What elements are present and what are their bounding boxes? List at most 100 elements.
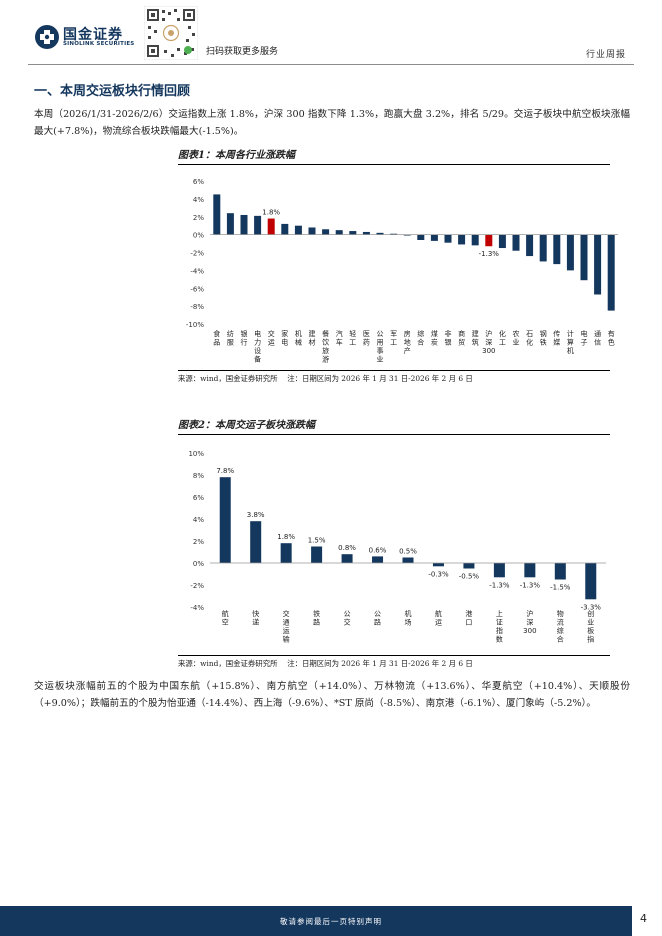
x-category-label: 建筑 (472, 329, 479, 347)
data-label: 3.8% (247, 511, 265, 519)
data-label: 1.8% (277, 533, 295, 541)
bar (372, 556, 384, 563)
bar (594, 234, 602, 295)
brand-name-en: SINOLINK SECURITIES (63, 41, 135, 47)
bar (432, 563, 444, 567)
bar (362, 231, 370, 235)
x-category-label: 建材 (309, 329, 316, 347)
x-category-label: 交运 (268, 329, 275, 347)
bar (267, 218, 275, 235)
bar (341, 554, 353, 563)
page-number: 4 (640, 912, 647, 925)
brand-name-cn: 国金证券 (63, 27, 123, 43)
x-category-label: 航运 (435, 609, 442, 627)
bar (335, 230, 343, 235)
x-category-label: 创业板指 (587, 609, 594, 644)
data-label: -1.3% (479, 250, 500, 258)
bar (240, 214, 248, 235)
x-category-label: 石化 (526, 330, 533, 347)
x-category-label: 餐饮旅游 (322, 329, 329, 364)
x-category-label: 航空 (222, 609, 229, 627)
y-tick-label: -4% (190, 267, 204, 275)
figure1-source: 来源：wind，国金证券研究所 注：日期区间为 2026 年 1 月 31 日-… (178, 374, 473, 383)
x-category-label: 物流综合 (557, 609, 564, 644)
sinolink-logo-icon (35, 25, 59, 49)
figure1-bottom-rule (178, 370, 610, 371)
y-tick-label: -8% (190, 303, 204, 311)
x-category-label: 电力设备 (254, 329, 261, 364)
data-label: 1.8% (262, 209, 280, 217)
x-category-label: 公交 (344, 610, 351, 627)
y-tick-label: 6% (193, 178, 204, 186)
summary-paragraph: 本周（2026/1/31-2026/2/6）交运指数上涨 1.8%，沪深 300… (34, 109, 630, 137)
bar (607, 234, 615, 311)
bar (539, 234, 547, 262)
data-label: -1.3% (489, 581, 510, 589)
x-category-label: 通信 (594, 329, 601, 347)
x-category-label: 食品 (213, 329, 220, 347)
bar (281, 223, 289, 235)
bar (390, 233, 398, 235)
y-tick-label: -6% (190, 285, 204, 293)
bar (250, 521, 262, 563)
x-category-label: 公路 (374, 610, 381, 627)
x-category-label: 军工 (390, 330, 397, 347)
data-label: -0.3% (428, 570, 449, 578)
x-category-label: 机场 (405, 609, 412, 627)
bar (463, 563, 475, 569)
footer-disclaimer[interactable]: 敬请参阅最后一页特别声明 (280, 917, 382, 926)
data-label: 0.8% (338, 544, 356, 552)
bar (458, 234, 466, 245)
data-label: -1.5% (550, 584, 571, 592)
data-label: 0.6% (369, 546, 387, 554)
x-category-label: 房地产 (404, 329, 411, 355)
x-category-label: 综合 (417, 329, 424, 347)
footer-bar (0, 906, 632, 936)
bar (554, 563, 566, 580)
bar (254, 215, 262, 235)
figure2-source: 来源：wind，国金证券研究所 注：日期区间为 2026 年 1 月 31 日-… (178, 659, 473, 668)
x-category-label: 公用事业 (377, 330, 384, 364)
y-tick-label: 4% (193, 516, 204, 524)
x-category-label: 交通运输 (283, 609, 290, 644)
report-type-label: 行业周报 (585, 50, 626, 60)
figure2-bottom-rule (178, 655, 610, 656)
y-tick-label: 2% (193, 538, 204, 546)
figure1-top-rule (178, 164, 610, 165)
data-label: 7.8% (216, 467, 234, 475)
section-title: 一、本周交运板块行情回顾 (34, 84, 191, 99)
page-header: 国金证券 SINOLINK SECURITIES 扫码获取更多服务 行业周报 (0, 0, 662, 68)
qr-caption: 扫码获取更多服务 (206, 47, 279, 57)
bar (553, 234, 561, 265)
bar (566, 234, 574, 271)
data-label: -0.5% (459, 573, 480, 581)
y-tick-label: 2% (193, 214, 204, 222)
bar (585, 563, 597, 600)
transport-subsector-chart: 10% 8% 6% 4% 2% 0% -2% -4% 航空 7.8% 快递 3.8% 交通运输 1.8% 铁… (188, 450, 606, 644)
data-label: 0.5% (399, 548, 417, 556)
x-category-label: 铁路 (313, 609, 320, 627)
y-tick-label: 6% (193, 494, 204, 502)
y-tick-label: -10% (186, 321, 204, 329)
x-category-label: 钢铁 (540, 329, 547, 347)
y-tick-label: 10% (188, 450, 204, 458)
bar (485, 234, 493, 247)
x-category-label: 沪深 300 (523, 609, 536, 635)
bar (430, 234, 438, 241)
y-tick-label: 8% (193, 472, 204, 480)
x-category-label: 非银 (445, 329, 452, 347)
x-category-label: 纺服 (227, 329, 234, 347)
x-category-label: 港口 (465, 609, 472, 627)
bar (526, 234, 534, 257)
bar (226, 213, 234, 235)
x-category-label: 传媒 (553, 329, 560, 347)
figure1-title: 图表1：本周各行业涨跌幅 (178, 150, 295, 161)
bar (471, 234, 479, 246)
figure2-title: 图表2：本周交运子板块涨跌幅 (178, 420, 315, 431)
bar (498, 234, 506, 249)
header-divider (28, 64, 634, 65)
bar (524, 563, 536, 578)
bar (402, 557, 414, 563)
qr-code-icon[interactable] (144, 6, 198, 60)
